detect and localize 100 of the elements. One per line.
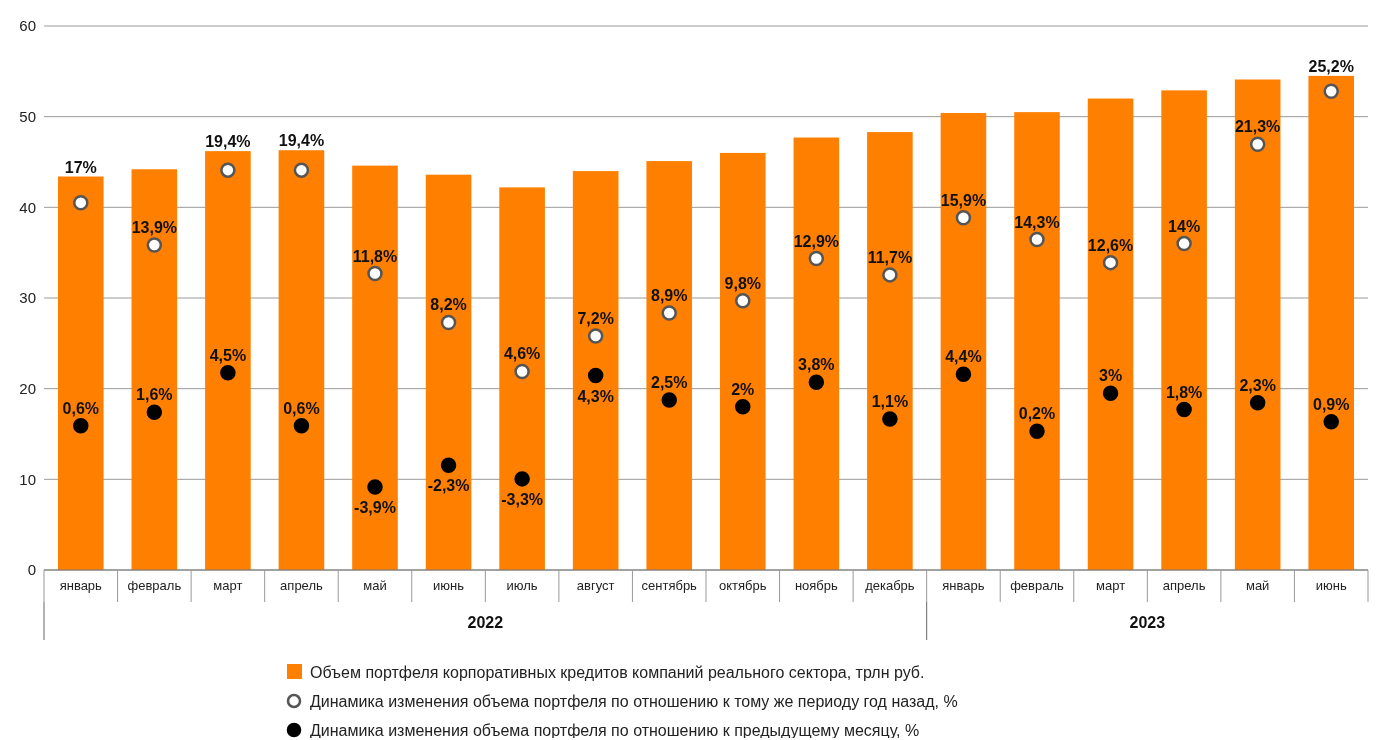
data-label: 0,9%: [1312, 395, 1350, 413]
data-label: 12,9%: [793, 232, 840, 250]
legend-label: Объем портфеля корпоративных кредитов компаний реального сектора, трлн руб.: [310, 663, 925, 681]
x-tick-label: март: [1096, 578, 1126, 593]
data-label: 1,1%: [871, 393, 909, 411]
y-tick-label: 30: [19, 289, 36, 307]
data-label: 2,5%: [650, 374, 688, 391]
point: [146, 404, 163, 420]
point: [661, 392, 677, 408]
point: [220, 365, 236, 381]
x-tick-label: сентябрь: [641, 578, 698, 593]
point: [808, 250, 825, 267]
bar: [867, 132, 913, 570]
point: [735, 292, 751, 309]
y-tick-label: 40: [19, 198, 36, 216]
point: [1102, 254, 1119, 271]
point: [1249, 136, 1266, 153]
point: [1029, 231, 1045, 248]
bar: [1014, 112, 1060, 570]
point: [440, 314, 457, 331]
data-label: 17%: [64, 158, 97, 176]
bar: [131, 169, 178, 570]
data-label: 1,6%: [136, 386, 173, 404]
point: [882, 411, 898, 427]
point: [1249, 394, 1266, 411]
x-tick-label: апрель: [1162, 578, 1206, 593]
point: [293, 418, 310, 434]
bar: [278, 150, 325, 570]
point: [73, 418, 89, 434]
bar: [719, 152, 766, 570]
bar: [1087, 98, 1134, 570]
x-tick-label: август: [576, 578, 615, 593]
text: 2023: [1129, 614, 1166, 631]
x-tick-label: октябрь: [719, 578, 767, 593]
x-tick-label: декабрь: [865, 578, 915, 593]
point: [587, 328, 604, 344]
bar: [1308, 75, 1355, 570]
data-label: 25,2%: [1308, 57, 1354, 75]
data-label: 9,8%: [724, 274, 762, 292]
legend-label: Динамика изменения объема портфеля по отношению к предыдущему месяцу, %: [310, 721, 920, 739]
data-label: 21,3%: [1234, 118, 1281, 136]
x-tick-label: май: [363, 578, 387, 593]
data-label: 7,2%: [577, 310, 614, 328]
data-label: 19,4%: [278, 132, 325, 150]
bar: [57, 176, 104, 570]
bar: [793, 137, 840, 570]
data-label: 0,6%: [62, 399, 100, 417]
bar: [499, 187, 545, 570]
data-label: -2,3%: [427, 477, 470, 495]
data-label: 0,2%: [1018, 405, 1056, 423]
point: [1176, 401, 1192, 418]
point: [1323, 414, 1339, 430]
point: [1102, 385, 1119, 401]
point: [440, 457, 457, 474]
point: [1029, 423, 1045, 440]
bar: [1161, 90, 1207, 570]
x-tick-label: февраль: [127, 578, 182, 593]
x-tick-label: июль: [506, 578, 538, 593]
point: [367, 479, 383, 495]
point: [661, 305, 677, 321]
data-label: -3,3%: [501, 490, 544, 508]
data-label: 12,6%: [1087, 236, 1134, 254]
text: 2022: [467, 614, 504, 631]
y-tick-label: 60: [19, 17, 36, 35]
point: [587, 367, 604, 384]
data-label: 1,8%: [1165, 383, 1203, 401]
data-label: 4,5%: [209, 346, 247, 364]
point: [514, 471, 530, 487]
data-label: 4,4%: [945, 348, 982, 366]
bar: [205, 151, 251, 570]
x-tick-label: февраль: [1010, 578, 1065, 593]
bar: [572, 171, 619, 570]
data-label: 3,8%: [798, 356, 835, 374]
data-label: -3,9%: [354, 499, 396, 517]
data-label: 15,9%: [940, 191, 987, 209]
point: [1176, 235, 1192, 252]
data-label: 2,3%: [1239, 376, 1276, 394]
point: [514, 363, 530, 380]
x-tick-label: март: [213, 578, 243, 593]
data-label: 3%: [1098, 367, 1123, 385]
data-label: 2%: [731, 380, 755, 398]
x-tick-label: апрель: [280, 578, 323, 593]
point: [220, 162, 236, 178]
point: [808, 374, 825, 391]
y-tick-label: 50: [19, 107, 36, 125]
point: [73, 195, 89, 211]
data-label: 8,2%: [430, 296, 467, 314]
data-label: 0,6%: [283, 399, 320, 417]
point: [735, 399, 751, 415]
bar: [425, 174, 472, 570]
data-label: 11,7%: [867, 248, 913, 266]
x-tick-label: январь: [59, 578, 103, 593]
x-tick-label: июнь: [433, 578, 465, 593]
data-label: 13,9%: [131, 218, 178, 236]
x-tick-label: май: [1245, 578, 1270, 593]
bar: [1234, 79, 1281, 570]
data-label: 14,3%: [1014, 213, 1060, 231]
point: [293, 162, 310, 178]
x-tick-label: ноябрь: [794, 578, 838, 593]
data-label: 8,9%: [650, 286, 688, 304]
